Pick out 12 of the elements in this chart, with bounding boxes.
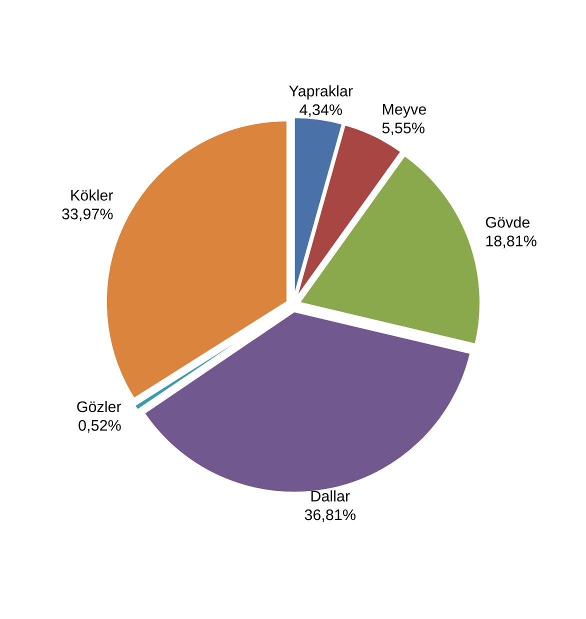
slice-label: Gövde	[486, 216, 530, 228]
slice-label: Dallar	[311, 490, 350, 502]
data-label: 0,52%	[78, 420, 121, 433]
data-label: 18,81%	[486, 236, 536, 248]
data-label: 5,55%	[382, 122, 424, 136]
slice-label: Kökler	[71, 189, 114, 201]
data-label: 33,97%	[62, 208, 113, 222]
slice-label: Gözler	[77, 400, 122, 412]
data-label: 36,81%	[304, 509, 356, 522]
slice-label: Meyve	[382, 104, 426, 118]
data-label: 4,34%	[300, 104, 342, 117]
slice-label: Yapraklar	[289, 85, 353, 100]
